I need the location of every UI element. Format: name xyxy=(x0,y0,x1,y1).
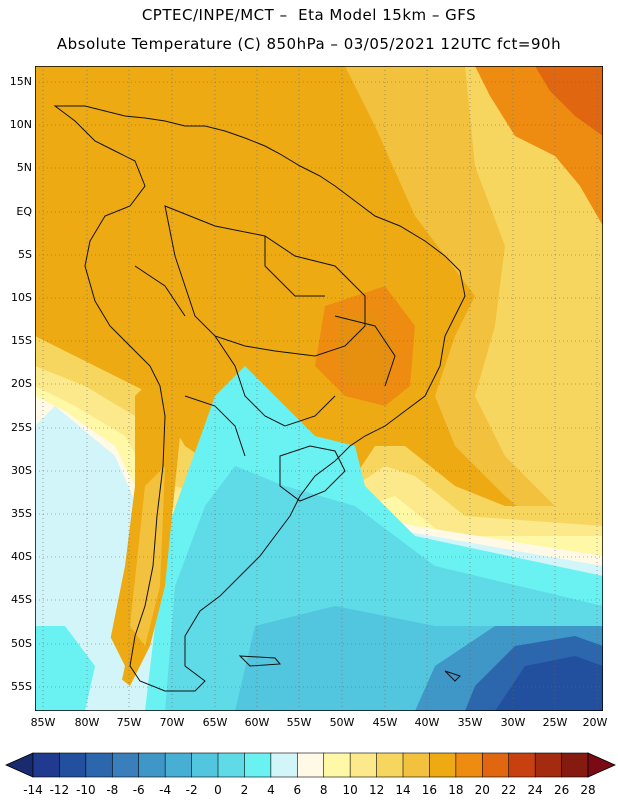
colorbar-over-arrow xyxy=(587,752,616,778)
colorbar-cell xyxy=(59,752,87,778)
lat-label: 35S xyxy=(11,507,32,520)
colorbar-cell xyxy=(296,752,325,778)
colorbar-cell xyxy=(561,752,589,778)
colorbar-cell xyxy=(323,752,351,778)
colorbar-label: 12 xyxy=(368,783,385,797)
lon-label: 75W xyxy=(116,716,142,729)
colorbar-label: -4 xyxy=(159,783,172,797)
lon-label: 65W xyxy=(202,716,228,729)
colorbar-label: -14 xyxy=(23,783,43,797)
lon-label: 50W xyxy=(329,716,355,729)
coastline xyxy=(53,105,466,692)
lat-label: 50S xyxy=(11,637,32,650)
colorbar-cell xyxy=(85,752,113,778)
colorbar-label: -8 xyxy=(106,783,119,797)
colorbar-label: -6 xyxy=(132,783,145,797)
lon-label: 40W xyxy=(414,716,440,729)
lat-label: 15N xyxy=(9,75,32,88)
lon-label: 30W xyxy=(500,716,526,729)
colorbar-label: 26 xyxy=(553,783,570,797)
colorbar-cell xyxy=(455,752,483,778)
temperature-map xyxy=(35,66,603,711)
lon-label: 80W xyxy=(74,716,100,729)
colorbar-cell xyxy=(191,752,219,778)
lon-label: 60W xyxy=(244,716,270,729)
colorbar-cell xyxy=(111,752,140,778)
colorbar-label: 2 xyxy=(240,783,249,797)
colorbar-under-arrow xyxy=(5,752,34,778)
title-line-1: CPTEC/INPE/MCT – Eta Model 15km – GFS xyxy=(141,6,477,24)
colorbar-label: 28 xyxy=(580,783,596,797)
colorbar-label: -10 xyxy=(76,783,96,797)
colorbar-cell xyxy=(349,752,378,778)
temperature-field xyxy=(35,66,603,711)
colorbar-cell xyxy=(270,752,298,778)
lat-label: 55S xyxy=(11,680,32,693)
colorbar-cell xyxy=(534,752,563,778)
lon-label: 25W xyxy=(542,716,568,729)
colorbar-label: 0 xyxy=(214,783,222,797)
colorbar-cell xyxy=(217,752,246,778)
colorbar-label: 16 xyxy=(421,783,438,797)
colorbar-label: 14 xyxy=(395,783,411,797)
colorbar-label: 10 xyxy=(342,783,358,797)
colorbar-label: 6 xyxy=(293,783,302,797)
lat-label: 5S xyxy=(18,248,32,261)
lat-label: 30S xyxy=(11,464,32,477)
lon-label: 45W xyxy=(372,716,398,729)
colorbar-label: 24 xyxy=(527,783,543,797)
colorbar-cells xyxy=(32,752,589,778)
lat-label: 15S xyxy=(11,334,32,347)
lon-label: 70W xyxy=(159,716,185,729)
lat-label: 20S xyxy=(11,377,32,390)
colorbar-cell xyxy=(138,752,166,778)
colorbar-cell xyxy=(376,752,404,778)
lat-label: 45S xyxy=(11,593,32,606)
lat-label: 10S xyxy=(11,291,32,304)
colorbar-cell xyxy=(481,752,510,778)
colorbar xyxy=(5,752,616,778)
lon-label: 85W xyxy=(30,716,56,729)
lat-label: EQ xyxy=(16,205,32,218)
colorbar-label: -12 xyxy=(49,783,70,797)
colorbar-label: 22 xyxy=(501,783,517,797)
colorbar-label: -2 xyxy=(185,783,198,797)
lat-label: 25S xyxy=(11,421,32,434)
colorbar-cell xyxy=(32,752,61,778)
lat-label: 10N xyxy=(9,118,32,131)
colorbar-label: 18 xyxy=(448,783,464,797)
title-line-2: Absolute Temperature (C) 850hPa – 03/05/… xyxy=(56,35,562,53)
colorbar-cell xyxy=(429,752,457,778)
colorbar-cell xyxy=(164,752,193,778)
colorbar-cell xyxy=(402,752,431,778)
colorbar-label: 4 xyxy=(267,783,275,797)
lon-label: 20W xyxy=(582,716,608,729)
lon-label: 55W xyxy=(286,716,312,729)
colorbar-label: 20 xyxy=(474,783,490,797)
colorbar-cell xyxy=(508,752,536,778)
lat-label: 5N xyxy=(16,161,32,174)
lon-label: 35W xyxy=(457,716,483,729)
graticule xyxy=(35,66,603,711)
colorbar-label: 8 xyxy=(319,783,328,797)
lat-label: 40S xyxy=(11,550,32,563)
colorbar-cell xyxy=(244,752,272,778)
